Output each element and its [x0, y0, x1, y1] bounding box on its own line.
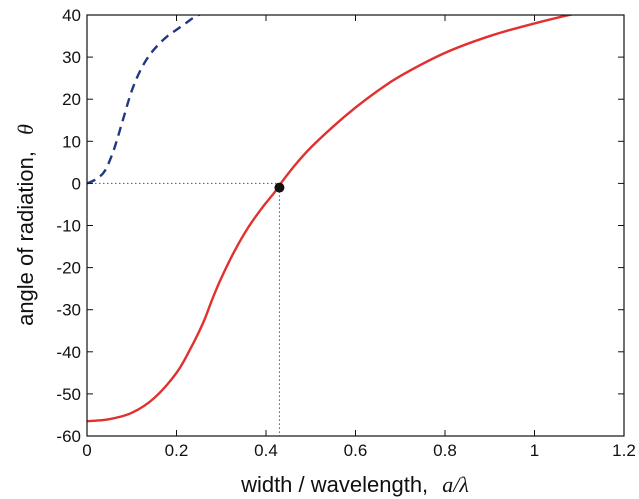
x-tick-label: 1: [530, 441, 539, 460]
y-tick-label: -40: [56, 343, 81, 362]
y-tick-label: -10: [56, 217, 81, 236]
x-axis-label: width / wavelength, a/λ: [240, 472, 469, 497]
y-axis: 40 30 20 10 0 -10 -20 -30 -40 -50 -60: [56, 6, 624, 446]
x-tick-label: 0.2: [165, 441, 189, 460]
y-tick-label: 30: [62, 48, 81, 67]
y-axis-label: angle of radiation, θ: [13, 124, 38, 326]
y-tick-label: 20: [62, 90, 81, 109]
plot-area-frame: [86, 14, 625, 437]
y-tick-label: 10: [62, 132, 81, 151]
x-tick-label: 0.6: [344, 441, 368, 460]
x-tick-label: 0.4: [254, 441, 278, 460]
y-tick-label: -20: [56, 259, 81, 278]
y-tick-label: 40: [62, 6, 81, 25]
x-tick-label: 0.8: [433, 441, 457, 460]
y-tick-label: -60: [56, 427, 81, 446]
solid-series-line: [87, 15, 575, 423]
data-point-marker: [274, 182, 285, 193]
x-axis: 0 0.2 0.4 0.6 0.8 1 1.2: [82, 15, 636, 460]
x-tick-label: 0: [82, 441, 91, 460]
y-tick-label: 0: [72, 174, 81, 193]
x-tick-label: 1.2: [612, 441, 636, 460]
y-tick-label: -50: [56, 385, 81, 404]
dashed-series-line: [87, 15, 202, 185]
y-tick-label: -30: [56, 301, 81, 320]
